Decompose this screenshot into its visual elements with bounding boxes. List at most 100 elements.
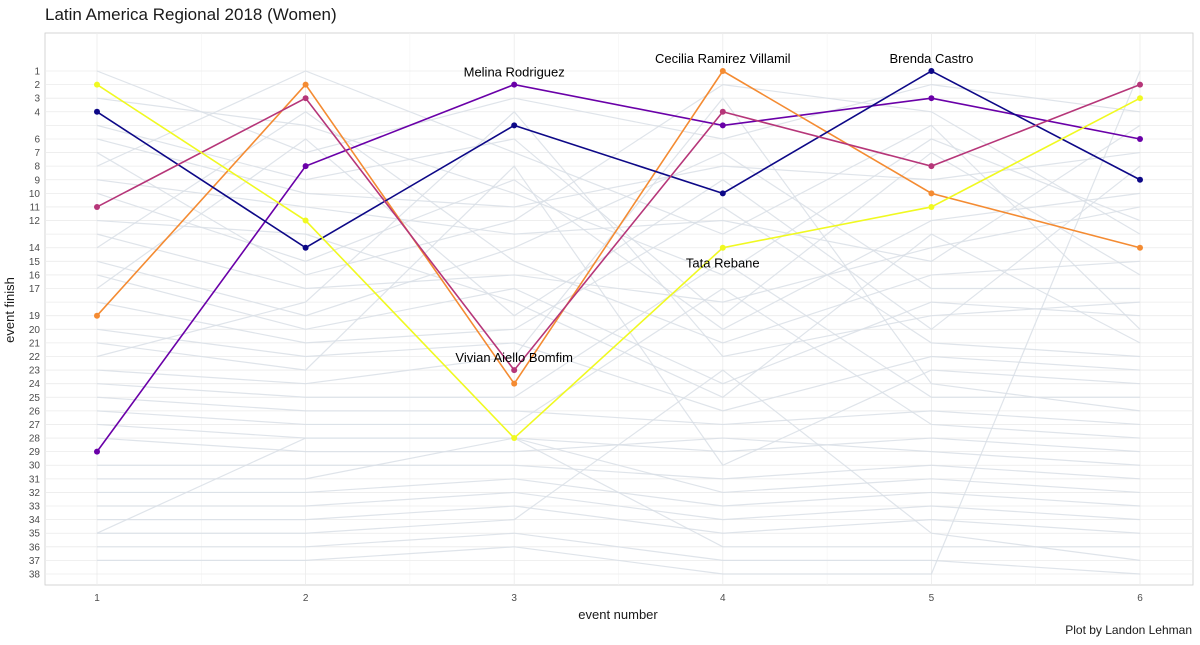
- y-tick-label: 32: [29, 488, 41, 499]
- series-line: [96, 83, 1141, 372]
- background-series-line: [96, 328, 1141, 412]
- data-point: [511, 81, 518, 88]
- data-point: [1137, 95, 1143, 102]
- series-line: [96, 70, 1141, 249]
- y-tick-label: 34: [29, 515, 41, 526]
- y-tick-label: 20: [29, 325, 41, 336]
- background-series-line: [96, 138, 1141, 331]
- data-point: [1137, 135, 1143, 142]
- series-label: Melina Rodriguez: [464, 65, 565, 80]
- y-tick-label: 35: [29, 529, 41, 540]
- y-tick-label: 37: [29, 556, 41, 567]
- background-series-line: [96, 70, 1141, 330]
- series-line: [96, 83, 1141, 440]
- y-tick-label: 16: [29, 270, 41, 281]
- y-tick-label: 36: [29, 542, 41, 553]
- data-point: [928, 95, 935, 102]
- y-tick-label: 22: [29, 352, 41, 363]
- y-tick-label: 9: [34, 175, 40, 186]
- data-point: [94, 203, 100, 210]
- background-series-line: [97, 532, 1141, 575]
- background-series-line: [96, 260, 1140, 398]
- y-tick-label: 8: [34, 162, 40, 173]
- series-line: [96, 83, 1141, 453]
- data-point: [302, 81, 309, 88]
- y-tick-label: 6: [34, 134, 40, 145]
- background-series-line: [96, 138, 1141, 208]
- background-series-line: [97, 70, 1141, 575]
- y-axis: 1234678910111214151617192021222324252627…: [29, 67, 41, 581]
- y-tick-label: 29: [29, 447, 41, 458]
- data-point: [511, 367, 518, 374]
- y-tick-label: 21: [29, 338, 41, 349]
- background-series-line: [96, 437, 1140, 548]
- data-point: [1137, 176, 1143, 183]
- data-point: [1137, 244, 1143, 251]
- data-point: [302, 244, 309, 251]
- highlighted-lines: [96, 69, 1141, 453]
- background-series-line: [96, 151, 1140, 317]
- background-series-line: [97, 369, 1141, 562]
- background-series-line: [96, 111, 1141, 344]
- y-tick-label: 19: [29, 311, 41, 322]
- x-tick-label: 6: [1137, 593, 1143, 604]
- x-tick-label: 3: [511, 593, 517, 604]
- y-tick-label: 25: [29, 393, 41, 404]
- x-tick-label: 5: [929, 593, 935, 604]
- plot-caption: Plot by Landon Lehman: [1065, 623, 1192, 637]
- data-point: [719, 68, 726, 74]
- x-axis: 1 2 3 4 5 6: [94, 593, 1143, 604]
- y-tick-label: 14: [29, 243, 41, 254]
- y-tick-label: 24: [29, 379, 41, 390]
- y-tick-label: 2: [34, 80, 40, 91]
- x-tick-label: 4: [720, 593, 726, 604]
- data-point: [302, 163, 309, 170]
- series-label: Tata Rebane: [686, 256, 760, 271]
- background-series-line: [96, 219, 1141, 398]
- y-tick-label: 1: [34, 67, 40, 78]
- data-point: [302, 95, 309, 102]
- background-series-line: [97, 437, 1141, 494]
- y-tick-label: 17: [29, 284, 41, 295]
- data-point: [719, 190, 726, 197]
- y-tick-label: 28: [29, 434, 41, 445]
- y-tick-label: 23: [29, 366, 41, 377]
- data-point: [719, 108, 726, 115]
- background-series-line: [96, 179, 1141, 330]
- data-point: [94, 312, 100, 319]
- y-tick-label: 30: [29, 461, 41, 472]
- data-point: [928, 163, 935, 170]
- y-tick-label: 3: [34, 94, 40, 105]
- y-tick-label: 31: [29, 474, 41, 485]
- annotations: Melina Rodriguez Cecilia Ramirez Villamil…: [455, 51, 973, 365]
- y-tick-label: 11: [30, 202, 41, 213]
- y-tick-label: 4: [34, 107, 40, 118]
- data-point: [928, 68, 935, 74]
- background-series-line: [96, 396, 1141, 426]
- background-series-line: [96, 110, 1141, 358]
- background-series-line: [96, 287, 1141, 439]
- data-point: [94, 81, 100, 88]
- y-tick-label: 10: [29, 189, 41, 200]
- data-point: [719, 244, 726, 251]
- data-point: [511, 122, 518, 129]
- background-series-line: [96, 274, 1141, 385]
- x-tick-label: 2: [303, 593, 309, 604]
- background-series-line: [96, 165, 1141, 466]
- series-label: Cecilia Ramirez Villamil: [655, 51, 791, 66]
- y-tick-label: 33: [29, 502, 41, 513]
- background-series-line: [96, 83, 1141, 276]
- background-series-line: [97, 464, 1141, 480]
- data-point: [302, 217, 309, 224]
- data-point: [1137, 81, 1143, 88]
- data-point: [719, 122, 726, 129]
- data-point: [928, 190, 935, 197]
- y-tick-label: 27: [29, 420, 41, 431]
- data-point: [94, 448, 100, 455]
- y-tick-label: 12: [29, 216, 41, 227]
- y-tick-label: 15: [29, 257, 41, 268]
- data-point: [511, 435, 518, 442]
- y-tick-label: 26: [29, 406, 41, 417]
- data-point: [94, 108, 100, 115]
